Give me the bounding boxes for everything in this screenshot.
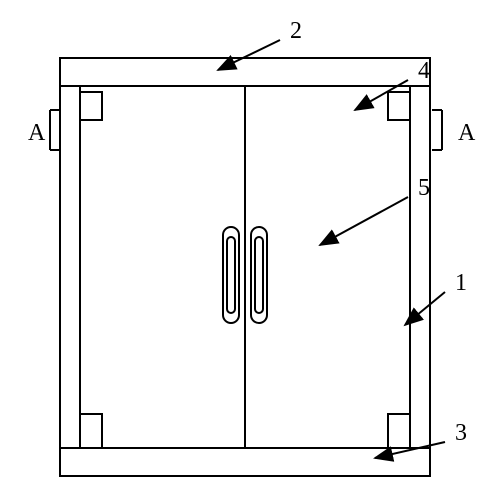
cabinet bbox=[60, 58, 430, 476]
label-5: 5 bbox=[418, 175, 430, 201]
handle-outer-1 bbox=[251, 227, 267, 323]
leader-2 bbox=[218, 40, 280, 70]
bottom-bar bbox=[60, 448, 430, 476]
leader-5 bbox=[320, 197, 408, 245]
hinge-2 bbox=[80, 414, 102, 448]
right-post bbox=[410, 86, 430, 448]
hinge-1 bbox=[388, 92, 410, 120]
label-3: 3 bbox=[455, 420, 467, 446]
label-A_right: A bbox=[458, 120, 476, 146]
label-2: 2 bbox=[290, 18, 302, 44]
label-1: 1 bbox=[455, 270, 467, 296]
leader-4 bbox=[355, 80, 408, 110]
handle-inner-0 bbox=[227, 237, 235, 313]
left-post bbox=[60, 86, 80, 448]
door-left bbox=[80, 86, 245, 448]
top-bar bbox=[60, 58, 430, 86]
label-4: 4 bbox=[418, 58, 430, 84]
handle-inner-1 bbox=[255, 237, 263, 313]
label-A_left: A bbox=[28, 120, 46, 146]
hinge-0 bbox=[80, 92, 102, 120]
handle-outer-0 bbox=[223, 227, 239, 323]
diagram-svg: 2 4 A A 5 1 3 bbox=[0, 0, 502, 500]
hinge-3 bbox=[388, 414, 410, 448]
door-right bbox=[245, 86, 410, 448]
